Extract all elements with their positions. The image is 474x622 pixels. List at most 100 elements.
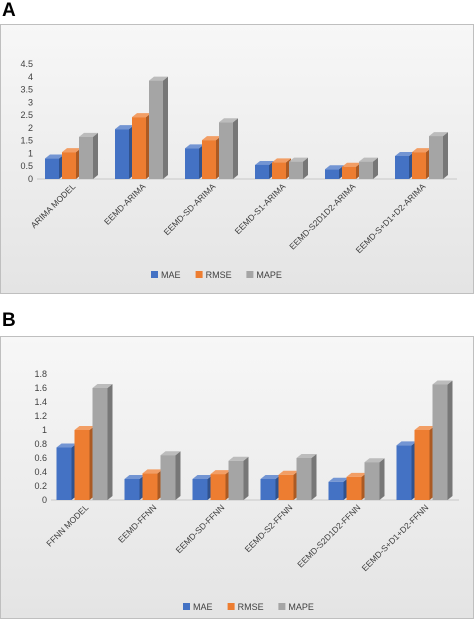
chart-a-bar-front	[342, 166, 356, 179]
chart-b-ytick-label: 0.8	[34, 439, 47, 449]
chart-b-bar-mape-eemd-sd-ffnn	[228, 456, 249, 500]
chart-b-bar-side	[107, 384, 113, 500]
chart-b-bar-top	[278, 470, 299, 475]
chart-a-svg: 0 0.5 1 1.5 2 2.5 3 3.5 4 4.5 ARIMA MODEL EEMD-ARIM…	[20, 59, 457, 280]
chart-b-bar-mape-eemd-s2-ffnn	[296, 454, 317, 500]
chart-b-category-label: EEMD-SD-FFNN	[174, 502, 227, 555]
chart-a-bar-top	[429, 132, 448, 137]
chart-a-bar-top	[149, 76, 168, 81]
chart-b-bar-mae-eemd-sd-ffnn	[192, 475, 213, 500]
chart-a-bar-side	[93, 132, 98, 179]
chart-a-bar-front	[202, 140, 216, 179]
chart-a-bar-mae-arima-model	[45, 154, 64, 179]
chart-a-bar-top	[342, 162, 361, 167]
chart-b-bar-top	[432, 380, 453, 385]
chart-a-bar-mae-eemd-s-d1-d2-arima	[395, 152, 414, 179]
chart-b-bar-top	[414, 426, 435, 430]
chart-b-category-label: EEMD-S+D1+D2-FFNN	[360, 502, 431, 573]
panel-letter-a: A	[2, 0, 16, 21]
chart-b-bar-mae-eemd-s2d1d2-ffnn	[328, 477, 349, 500]
panel-letter-b: B	[2, 310, 16, 331]
chart-b-bar-top	[346, 472, 367, 477]
chart-a-bar-top	[115, 125, 134, 130]
chart-b-bar-rmse-ffnn-model	[74, 426, 95, 500]
chart-b-legend-swatch-mae	[183, 603, 190, 610]
chart-b-bar-rmse-eemd-ffnn	[142, 469, 163, 500]
chart-b-bar-top	[160, 451, 181, 456]
chart-a-ytick-label: 3.5	[20, 85, 33, 95]
chart-a-legend-label-mape: MAPE	[256, 270, 282, 280]
chart-a-bar-top	[45, 154, 64, 159]
chart-a-bar-top	[412, 148, 431, 153]
chart-a-bar-front	[132, 117, 146, 179]
chart-a-bar-top	[325, 165, 344, 170]
chart-a-bar-mape-eemd-s2d1d2-arima	[359, 157, 378, 179]
chart-a-ytick-label: 4.5	[20, 59, 33, 69]
chart-b-bar-mape-eemd-s2d1d2-ffnn	[364, 458, 385, 500]
chart-a-bar-side	[303, 157, 308, 179]
chart-a-category-label: EEMD-S+D1+D2-ARIMA	[354, 181, 428, 255]
chart-b-bar-front	[260, 479, 276, 500]
chart-a-bar-rmse-arima-model	[62, 148, 81, 179]
chart-b-bar-side	[379, 458, 385, 500]
chart-a-category-label: ARIMA MODEL	[29, 181, 78, 230]
chart-b-bar-side	[243, 456, 249, 500]
chart-a-bar-top	[289, 157, 308, 162]
chart-a-bar-side	[373, 157, 378, 179]
chart-b-bar-top	[124, 475, 145, 479]
chart-a-bar-front	[185, 148, 199, 179]
chart-b-legend-swatch-mape	[278, 603, 286, 610]
chart-a-ytick-label: 2.5	[20, 110, 33, 120]
chart-b: 0 0.2 0.4 0.6 0.8 1 1.2 1.4 1.6 1.8 FFNN MODEL EEMD…	[0, 336, 474, 619]
chart-b-bar-front	[210, 474, 226, 500]
chart-a-legend-swatch-rmse	[195, 271, 203, 278]
chart-a-bar-mae-eemd-arima	[115, 125, 134, 179]
chart-b-bar-side	[311, 454, 317, 500]
chart-a-bar-top	[202, 136, 221, 141]
chart-b-bar-rmse-eemd-s2d1d2-ffnn	[346, 472, 367, 500]
chart-a-bar-mae-eemd-s2d1d2-arima	[325, 165, 344, 179]
chart-b-bar-top	[396, 441, 417, 446]
chart-b-bar-front	[74, 430, 90, 500]
chart-b-bar-top	[210, 470, 231, 475]
chart-a-bar-front	[45, 158, 59, 179]
chart-a-legend-label-rmse: RMSE	[206, 270, 232, 280]
chart-a-bar-top	[132, 113, 151, 118]
chart-b-bar-front	[160, 455, 176, 500]
chart-a-bar-mae-eemd-sd-arima	[185, 144, 204, 179]
chart-a-bar-front	[79, 136, 93, 179]
chart-b-legend-label-mape: MAPE	[288, 602, 314, 612]
chart-b-bar-front	[296, 458, 312, 500]
chart-b-ytick-label: 1.2	[34, 411, 47, 421]
chart-b-category-label: EEMD-S2-FFNN	[243, 502, 295, 554]
chart-a-bar-mape-eemd-arima	[149, 76, 168, 179]
chart-b-bar-top	[260, 475, 281, 479]
chart-b-bar-top	[74, 426, 95, 430]
chart-b-legend-label-mae: MAE	[193, 602, 213, 612]
chart-a-ytick-label: 0	[28, 174, 33, 184]
chart-a-bar-front	[412, 152, 426, 179]
chart-a-bar-top	[79, 132, 98, 137]
chart-b-ytick-label: 1.6	[34, 383, 47, 393]
chart-a-category-label: EEMD-S2D1D2-ARIMA	[287, 181, 357, 251]
chart-a-bar-front	[115, 129, 129, 179]
chart-a-bar-front	[272, 162, 286, 179]
chart-a-bar-rmse-eemd-sd-arima	[202, 136, 221, 179]
chart-a-bar-front	[255, 164, 269, 179]
chart-a-ytick-label: 1	[28, 148, 33, 158]
chart-a-bar-front	[325, 169, 339, 179]
chart-a-ytick-label: 0.5	[20, 161, 33, 171]
chart-b-category-label: EEMD-FFNN	[116, 502, 158, 544]
chart-a-bar-front	[359, 161, 373, 179]
chart-b-ytick-label: 1.8	[34, 369, 47, 379]
chart-a-bar-rmse-eemd-arima	[132, 113, 151, 179]
chart-b-bar-top	[228, 456, 249, 461]
chart-a-category-label: EEMD-SD-ARIMA	[162, 181, 218, 237]
chart-b-legend-swatch-rmse	[227, 603, 235, 610]
chart-b-bar-front	[192, 479, 208, 500]
chart-b-bar-top	[92, 384, 113, 388]
chart-a-bar-front	[149, 80, 163, 179]
chart-a-bar-top	[219, 118, 238, 123]
chart-a-bar-top	[395, 152, 414, 156]
chart-a-ytick-label: 2	[28, 123, 33, 133]
